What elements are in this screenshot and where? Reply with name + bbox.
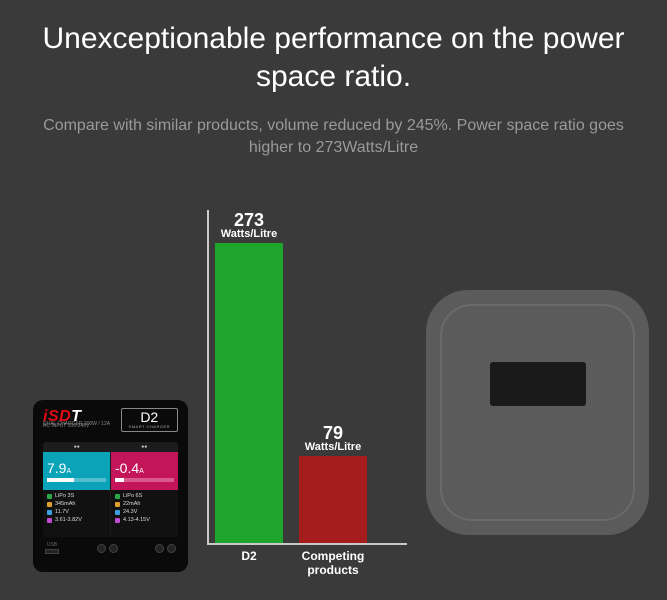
power-ratio-bar-chart: 273 Watts/Litre D2 79 Watts/Litre Compet… xyxy=(207,180,397,580)
bar-d2-value: 273 xyxy=(215,211,283,230)
d2-info-row: 4.13-4.15V xyxy=(115,517,174,523)
bar-d2: 273 Watts/Litre D2 xyxy=(215,243,283,543)
bar-competitor-category: Competing products xyxy=(292,543,374,577)
d2-info-right: LiPo 6S 22mAh 24.3V 4.13-4.15V xyxy=(111,490,178,537)
d2-output-jacks-left xyxy=(97,544,118,553)
d2-info-left: LiPo 3S 345mAh 11.7V 3.61-3.82V xyxy=(43,490,110,537)
bar-competitor-unit: Watts/Litre xyxy=(299,442,367,454)
d2-info-row: 11.7V xyxy=(47,509,106,515)
device-competitor xyxy=(426,290,649,535)
bar-d2-label: 273 Watts/Litre xyxy=(215,211,283,243)
d2-info-row: 3.61-3.82V xyxy=(47,517,106,523)
page-subtitle: Compare with similar products, volume re… xyxy=(0,105,667,160)
bar-d2-unit: Watts/Litre xyxy=(215,229,283,241)
page-title: Unexceptionable performance on the power… xyxy=(0,0,667,105)
d2-info-row: 345mAh xyxy=(47,501,106,507)
d2-model-badge: D2 SMART CHARGER xyxy=(121,408,178,432)
bar-competitor-label: 79 Watts/Litre xyxy=(299,424,367,456)
d2-usb-port: USB xyxy=(45,543,59,554)
d2-status-left: ●● xyxy=(43,442,111,452)
bar-d2-category: D2 xyxy=(208,543,290,563)
bar-competitor: 79 Watts/Litre Competing products xyxy=(299,456,367,543)
d2-info-row: 24.3V xyxy=(115,509,174,515)
competitor-screen xyxy=(490,362,586,406)
d2-info-row: LiPo 6S xyxy=(115,493,174,499)
d2-status-right: ●● xyxy=(111,442,179,452)
d2-channel-left: 7.9A xyxy=(43,452,110,490)
d2-channel-right: -0.4A xyxy=(111,452,178,490)
d2-output-jacks-right xyxy=(155,544,176,553)
bar-competitor-value: 79 xyxy=(299,424,367,443)
device-isdt-d2: iSDTiSDT DUAL CHARGER 200W / 12A AC INPU… xyxy=(33,400,188,572)
d2-lcd-screen: ●● ●● 7.9A -0.4A LiPo 3S 345mAh 11.7V 3.61-… xyxy=(43,442,178,537)
d2-info-row: 22mAh xyxy=(115,501,174,507)
chart-y-axis xyxy=(207,210,209,545)
d2-info-row: LiPo 3S xyxy=(47,493,106,499)
